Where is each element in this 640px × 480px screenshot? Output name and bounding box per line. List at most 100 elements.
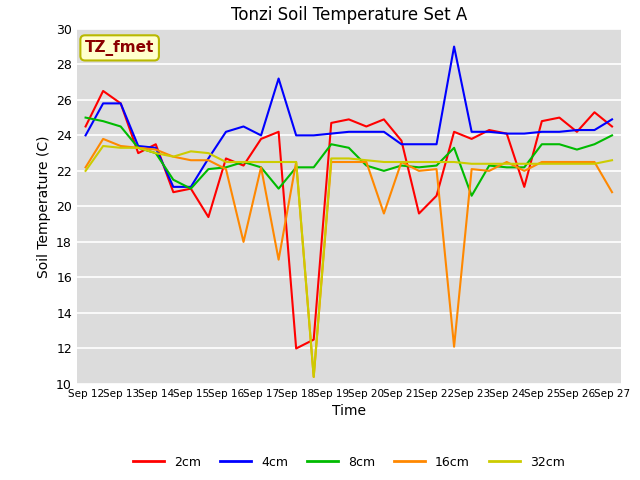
8cm [362, 163, 370, 168]
2cm [257, 136, 265, 142]
2cm [292, 346, 300, 351]
16cm [187, 157, 195, 163]
2cm [608, 124, 616, 130]
Legend: 2cm, 4cm, 8cm, 16cm, 32cm: 2cm, 4cm, 8cm, 16cm, 32cm [128, 451, 570, 474]
4cm [134, 143, 142, 149]
4cm [362, 129, 370, 135]
2cm [328, 120, 335, 126]
8cm [415, 165, 423, 170]
16cm [99, 136, 107, 142]
4cm [328, 131, 335, 136]
4cm [433, 141, 440, 147]
8cm [503, 165, 511, 170]
8cm [82, 115, 90, 120]
8cm [468, 193, 476, 199]
32cm [117, 145, 125, 151]
4cm [222, 129, 230, 135]
2cm [468, 136, 476, 142]
2cm [205, 214, 212, 220]
8cm [397, 163, 405, 168]
X-axis label: Time: Time [332, 405, 366, 419]
8cm [608, 132, 616, 138]
2cm [170, 189, 177, 195]
32cm [468, 161, 476, 167]
16cm [415, 168, 423, 174]
4cm [345, 129, 353, 135]
2cm [239, 163, 247, 168]
4cm [257, 132, 265, 138]
8cm [275, 186, 282, 192]
16cm [310, 374, 317, 380]
Line: 32cm: 32cm [86, 146, 612, 377]
32cm [485, 161, 493, 167]
32cm [292, 159, 300, 165]
8cm [380, 168, 388, 174]
16cm [468, 166, 476, 172]
2cm [573, 129, 580, 135]
4cm [82, 132, 90, 138]
4cm [468, 129, 476, 135]
32cm [451, 159, 458, 165]
2cm [275, 129, 282, 135]
32cm [433, 159, 440, 165]
4cm [573, 127, 580, 133]
32cm [520, 161, 528, 167]
2cm [591, 109, 598, 115]
2cm [520, 184, 528, 190]
4cm [503, 131, 511, 136]
4cm [415, 141, 423, 147]
16cm [520, 168, 528, 174]
8cm [152, 150, 159, 156]
2cm [310, 337, 317, 343]
16cm [328, 159, 335, 165]
32cm [415, 159, 423, 165]
32cm [134, 145, 142, 151]
32cm [538, 161, 546, 167]
16cm [275, 257, 282, 263]
32cm [310, 374, 317, 380]
32cm [99, 143, 107, 149]
2cm [362, 124, 370, 130]
16cm [591, 159, 598, 165]
32cm [205, 150, 212, 156]
8cm [187, 186, 195, 192]
Text: TZ_fmet: TZ_fmet [85, 40, 154, 56]
32cm [152, 150, 159, 156]
8cm [573, 147, 580, 153]
16cm [503, 159, 511, 165]
8cm [591, 141, 598, 147]
2cm [485, 127, 493, 133]
Line: 4cm: 4cm [86, 47, 612, 187]
2cm [538, 118, 546, 124]
4cm [205, 156, 212, 161]
2cm [134, 150, 142, 156]
16cm [170, 154, 177, 159]
Line: 2cm: 2cm [86, 91, 612, 348]
4cm [170, 184, 177, 190]
16cm [556, 159, 563, 165]
2cm [503, 131, 511, 136]
8cm [538, 141, 546, 147]
32cm [345, 156, 353, 161]
8cm [134, 145, 142, 151]
16cm [239, 239, 247, 245]
16cm [362, 159, 370, 165]
4cm [117, 100, 125, 106]
32cm [82, 168, 90, 174]
4cm [520, 131, 528, 136]
4cm [152, 145, 159, 151]
2cm [82, 124, 90, 130]
4cm [608, 117, 616, 122]
4cm [538, 129, 546, 135]
Title: Tonzi Soil Temperature Set A: Tonzi Soil Temperature Set A [230, 6, 467, 24]
8cm [222, 165, 230, 170]
4cm [556, 129, 563, 135]
2cm [152, 141, 159, 147]
16cm [397, 159, 405, 165]
8cm [257, 165, 265, 170]
2cm [433, 193, 440, 199]
32cm [257, 159, 265, 165]
16cm [608, 189, 616, 195]
16cm [380, 211, 388, 216]
4cm [451, 44, 458, 49]
